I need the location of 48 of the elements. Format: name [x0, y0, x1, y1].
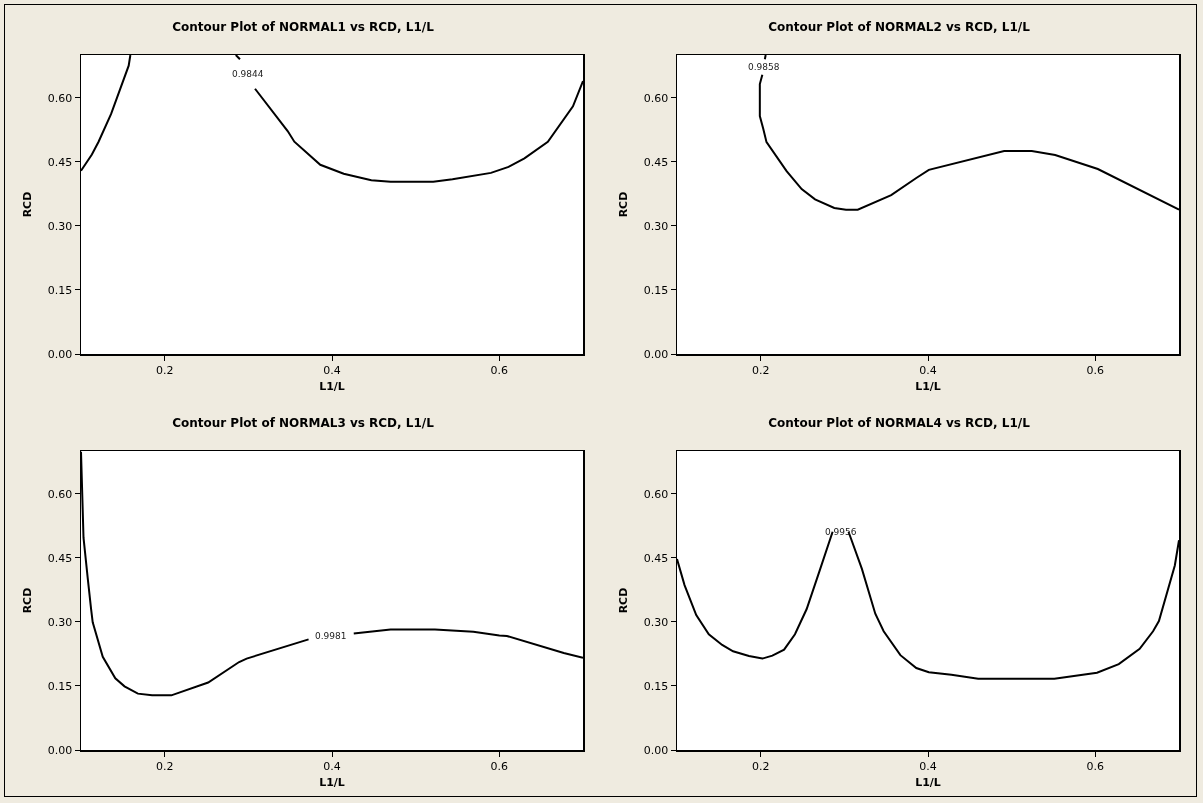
x-tick-label: 0.6	[490, 759, 509, 773]
x-tick-label: 0.2	[751, 759, 770, 773]
y-axis-title: RCD	[616, 191, 630, 218]
y-tick-label: 0.30	[643, 615, 669, 629]
y-tick-label: 0.30	[47, 219, 73, 233]
y-tick-label: 0.45	[47, 155, 73, 169]
chart-title: Contour Plot of NORMAL3 vs RCD, L1/L	[172, 416, 435, 431]
annotation: 0.9956	[825, 527, 857, 537]
y-tick-label: 0.00	[47, 347, 73, 361]
y-tick-label: 0.00	[47, 743, 73, 757]
x-tick-label: 0.4	[323, 759, 341, 773]
x-tick-label: 0.4	[919, 363, 937, 377]
y-axis-title: RCD	[616, 587, 630, 614]
y-tick-label: 0.30	[643, 219, 669, 233]
y-tick-label: 0.15	[47, 679, 73, 693]
chart-title: Contour Plot of NORMAL2 vs RCD, L1/L	[768, 20, 1031, 35]
y-tick-label: 0.30	[47, 615, 73, 629]
y-tick-label: 0.15	[47, 283, 73, 297]
x-tick-label: 0.2	[751, 363, 770, 377]
chart-title: Contour Plot of NORMAL1 vs RCD, L1/L	[172, 20, 435, 35]
y-axis-title: RCD	[20, 587, 34, 614]
x-tick-label: 0.6	[490, 363, 509, 377]
chart-title: Contour Plot of NORMAL4 vs RCD, L1/L	[768, 416, 1031, 431]
y-axis-title: RCD	[20, 191, 34, 218]
annotation: 0.9858	[748, 62, 780, 72]
y-tick-label: 0.00	[643, 347, 669, 361]
y-tick-label: 0.15	[643, 283, 669, 297]
x-tick-label: 0.2	[155, 759, 174, 773]
x-tick-label: 0.2	[155, 363, 174, 377]
y-tick-label: 0.60	[643, 91, 669, 105]
x-axis-title: L1/L	[915, 775, 941, 789]
y-tick-label: 0.60	[643, 487, 669, 501]
x-axis-title: L1/L	[319, 775, 345, 789]
y-tick-label: 0.00	[643, 743, 669, 757]
x-tick-label: 0.4	[323, 363, 341, 377]
y-tick-label: 0.45	[643, 551, 669, 565]
x-tick-label: 0.4	[919, 759, 937, 773]
y-tick-label: 0.60	[47, 487, 73, 501]
annotation: 0.9981	[315, 631, 347, 641]
y-tick-label: 0.45	[643, 155, 669, 169]
x-tick-label: 0.6	[1086, 363, 1105, 377]
annotation: 0.9844	[232, 69, 264, 79]
x-tick-label: 0.6	[1086, 759, 1105, 773]
y-tick-label: 0.15	[643, 679, 669, 693]
y-tick-label: 0.45	[47, 551, 73, 565]
y-tick-label: 0.60	[47, 91, 73, 105]
x-axis-title: L1/L	[319, 379, 345, 393]
x-axis-title: L1/L	[915, 379, 941, 393]
